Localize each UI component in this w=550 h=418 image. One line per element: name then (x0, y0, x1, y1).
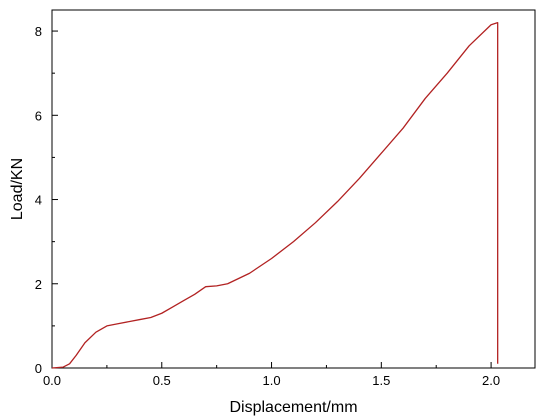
x-tick-label: 0.0 (43, 373, 61, 388)
x-tick-label: 1.0 (263, 373, 281, 388)
axis-ticks (51, 30, 492, 369)
x-tick-label: 2.0 (482, 373, 500, 388)
y-tick-label: 2 (35, 277, 42, 292)
axis-tick-labels: 0.0 0.5 1.0 1.5 2.0 0 2 4 6 8 (35, 24, 500, 388)
y-tick-label: 8 (35, 24, 42, 39)
y-tick-label: 4 (35, 193, 42, 208)
x-tick-label: 0.5 (153, 373, 171, 388)
series-line (51, 21, 499, 369)
y-tick-label: 6 (35, 108, 42, 123)
x-tick-label: 1.5 (372, 373, 390, 388)
plot-frame (51, 9, 536, 369)
y-axis-title: Load/KN (9, 158, 26, 220)
y-tick-label: 0 (35, 361, 42, 376)
x-axis-title: Displacement/mm (229, 399, 357, 416)
